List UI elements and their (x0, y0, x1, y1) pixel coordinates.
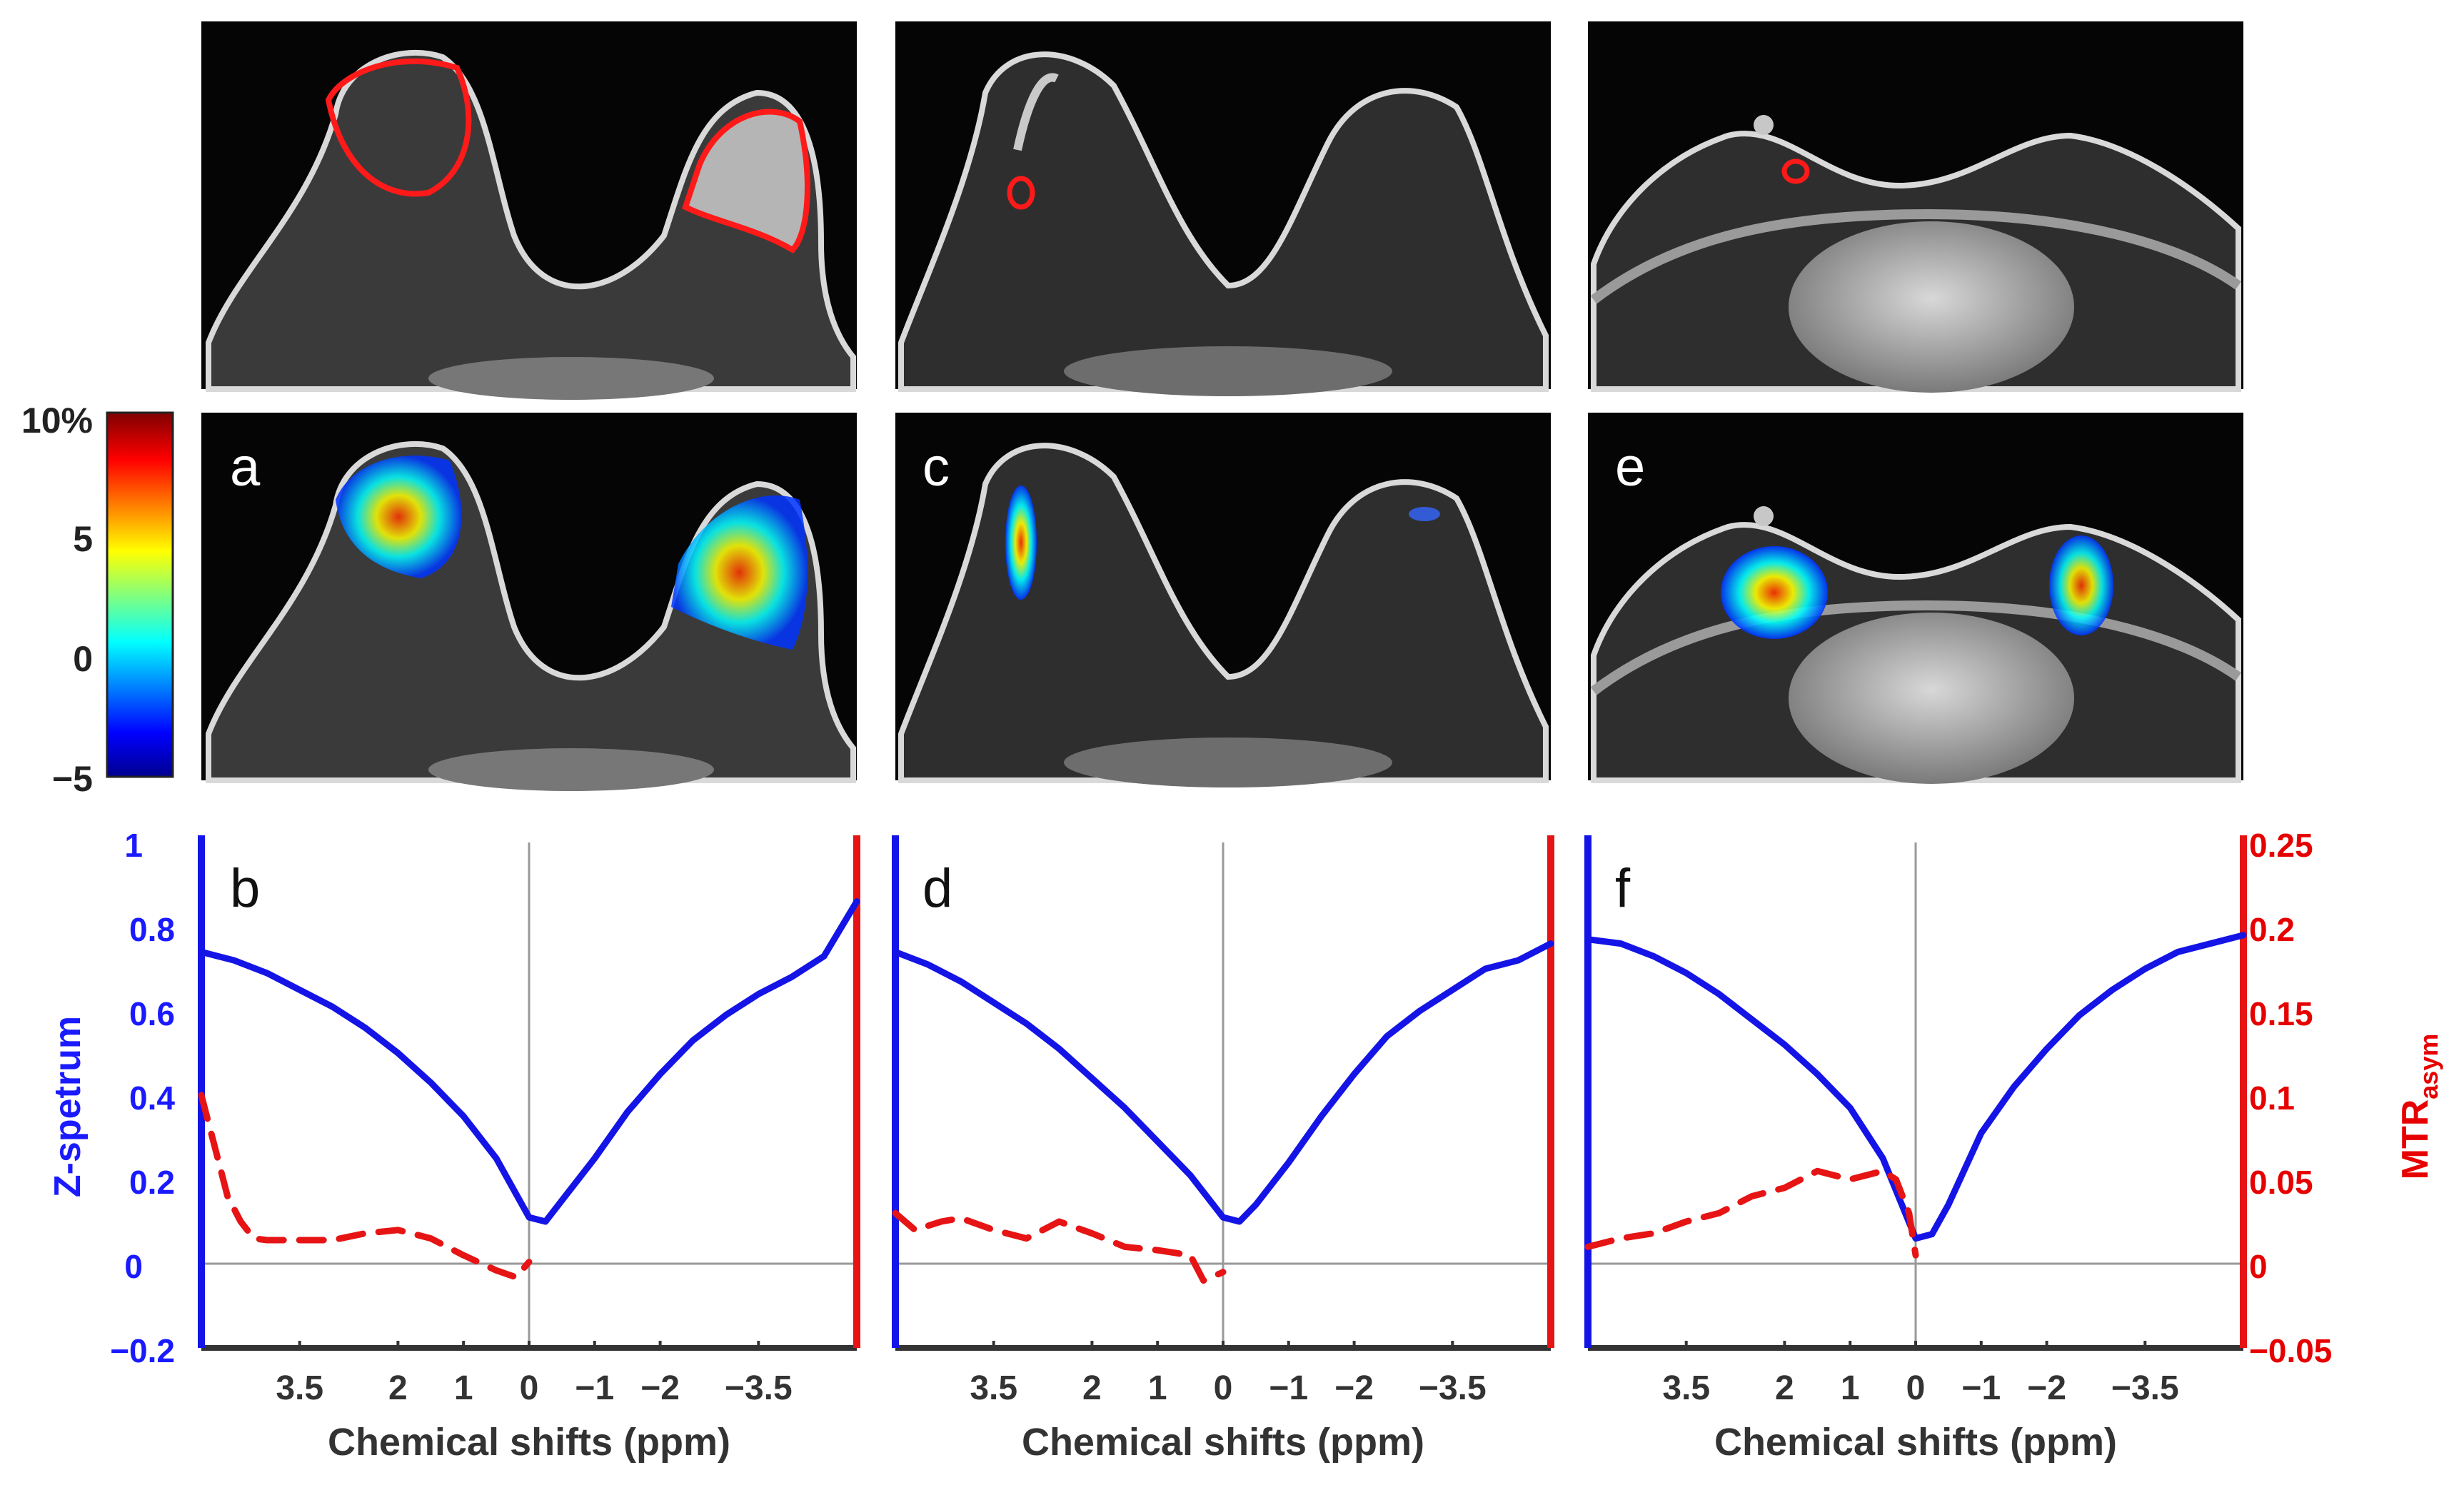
right-tick-0.1: 0.1 (2249, 1079, 2295, 1117)
x-tick-label: 1 (1148, 1369, 1167, 1407)
panel-letter-c: c (922, 437, 950, 498)
colorbar-label-0: 0 (73, 639, 93, 679)
left-axis-title: Z-spetrum (47, 1016, 89, 1197)
right-axis-title: MTRasym (2395, 1034, 2443, 1180)
x-tick-label: 0 (1214, 1369, 1233, 1407)
z-spectrum-line (198, 898, 860, 1225)
x-tick-label: −3.5 (2111, 1369, 2179, 1407)
x-tick-label: −2 (2027, 1369, 2066, 1407)
x-axis-title: Chemical shifts (ppm) (328, 1421, 730, 1464)
left-tick-0.2: 0.2 (129, 1164, 175, 1201)
mri-image-e-top (1588, 21, 2243, 393)
right-tick-0: 0 (2249, 1248, 2268, 1285)
colorbar: 10% 5 0 −5 (21, 401, 174, 799)
x-tick-label: −1 (1961, 1369, 2001, 1407)
colorbar-label-min: −5 (52, 759, 93, 799)
left-tick-0.6: 0.6 (129, 995, 175, 1032)
right-tick-0.15: 0.15 (2249, 995, 2313, 1032)
x-tick-label: 0 (520, 1369, 539, 1407)
chart-b: 3.5 2 1 0 −1 −2 −3.5 Chemical shifts (ppm) (198, 835, 860, 1464)
x-tick-label: 3.5 (1662, 1369, 1710, 1407)
z-spectrum-line (1584, 932, 2247, 1242)
x-tick-label: 1 (454, 1369, 473, 1407)
panel-letter-f: f (1615, 858, 1631, 919)
right-tick-0.2: 0.2 (2249, 911, 2295, 948)
right-tick-neg0.05: −0.05 (2249, 1332, 2332, 1369)
mtr-asym-line (892, 1209, 1227, 1284)
cest-map-a (201, 413, 857, 791)
x-tick-label: −3.5 (725, 1369, 793, 1407)
left-axis-labels: 1 0.8 0.6 0.4 0.2 0 −0.2 Z-spetrum (47, 827, 175, 1369)
mtr-asym-line (1584, 1167, 1919, 1259)
x-tick-label: 1 (1841, 1369, 1860, 1407)
x-tick-label: −2 (640, 1369, 680, 1407)
left-tick-0.8: 0.8 (129, 911, 175, 948)
x-tick-label: −1 (1269, 1369, 1308, 1407)
left-tick-0: 0 (124, 1248, 143, 1285)
left-tick-0.4: 0.4 (129, 1079, 175, 1117)
mri-image-a-top (201, 21, 857, 400)
x-tick-label: 3.5 (276, 1369, 323, 1407)
right-tick-0.25: 0.25 (2249, 827, 2313, 864)
x-tick-label: 2 (1775, 1369, 1794, 1407)
x-tick-label: −2 (1334, 1369, 1374, 1407)
chart-d: 3.5 2 1 0 −1 −2 −3.5 Chemical shifts (ppm) (892, 835, 1554, 1464)
x-tick-label: −3.5 (1419, 1369, 1487, 1407)
mri-image-c-top (895, 21, 1551, 396)
right-axis-labels: 0.25 0.2 0.15 0.1 0.05 0 −0.05 MTRasym (2249, 827, 2443, 1369)
cest-map-e (1588, 413, 2243, 784)
chart-f: 3.5 2 1 0 −1 −2 −3.5 Chemical shifts (ppm) (1584, 835, 2247, 1464)
right-axis-title-sub: asym (2414, 1034, 2443, 1099)
panel-letter-b: b (230, 858, 260, 919)
x-tick-label: −1 (575, 1369, 614, 1407)
x-axis-title: Chemical shifts (ppm) (1022, 1421, 1424, 1464)
colorbar-label-max: 10% (21, 401, 93, 441)
x-tick-label: 0 (1906, 1369, 1926, 1407)
x-tick-label: 2 (388, 1369, 408, 1407)
panel-letter-d: d (922, 858, 952, 919)
cest-map-c (895, 413, 1551, 787)
x-axis-title: Chemical shifts (ppm) (1714, 1421, 2117, 1464)
mtr-asym-line (198, 1092, 533, 1281)
left-tick-neg0.2: −0.2 (110, 1332, 175, 1369)
left-tick-1: 1 (124, 827, 143, 864)
colorbar-label-5: 5 (73, 519, 93, 559)
panel-letter-e: e (1615, 437, 1645, 498)
right-axis-title-main: MTR (2395, 1099, 2436, 1180)
right-tick-0.05: 0.05 (2249, 1164, 2313, 1201)
panel-letter-a: a (230, 437, 261, 498)
x-tick-label: 2 (1082, 1369, 1102, 1407)
x-tick-label: 3.5 (970, 1369, 1017, 1407)
colorbar-gradient (106, 411, 174, 778)
z-spectrum-line (892, 940, 1554, 1225)
mri-images (201, 21, 2243, 791)
